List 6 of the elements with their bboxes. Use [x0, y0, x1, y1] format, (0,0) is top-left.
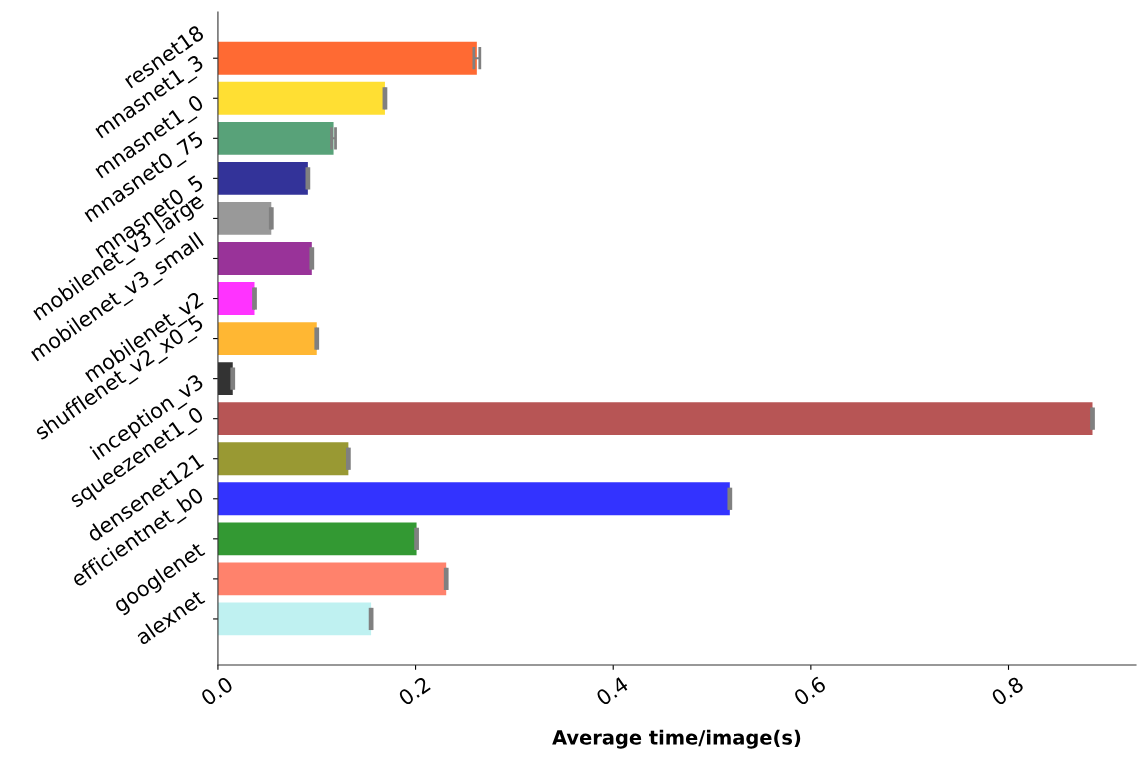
x-tick-label: 0.4 [595, 675, 630, 707]
x-tick-label: 0.2 [397, 676, 431, 707]
x-tick-label: 0.6 [792, 675, 827, 707]
x-tick-label: 0.8 [990, 675, 1025, 707]
x-axis-title: Average time/image(s) [552, 729, 801, 749]
x-tick-label: 0.0 [199, 675, 234, 707]
